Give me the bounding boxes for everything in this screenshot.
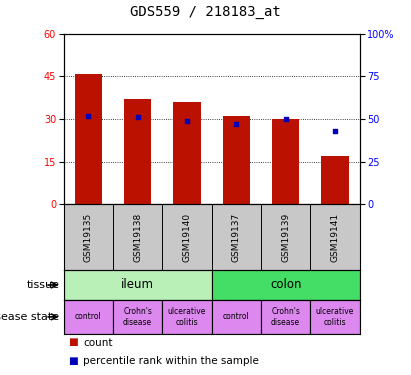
Bar: [64, 270, 212, 300]
Bar: [75, 74, 102, 204]
Point: [134, 114, 141, 120]
Text: control: control: [75, 312, 102, 321]
Text: disease state: disease state: [0, 312, 60, 322]
Text: percentile rank within the sample: percentile rank within the sample: [83, 356, 259, 366]
Bar: [113, 300, 162, 334]
Bar: [272, 119, 299, 204]
Bar: [64, 300, 113, 334]
Bar: [173, 102, 201, 204]
Bar: [321, 156, 349, 204]
Point: [184, 118, 190, 124]
Bar: [212, 270, 360, 300]
Text: GSM19135: GSM19135: [84, 213, 93, 262]
Text: ulcerative
colitis: ulcerative colitis: [316, 307, 354, 327]
Text: tissue: tissue: [27, 280, 60, 290]
Text: ulcerative
colitis: ulcerative colitis: [168, 307, 206, 327]
Text: GSM19138: GSM19138: [133, 213, 142, 262]
Text: GDS559 / 218183_at: GDS559 / 218183_at: [130, 5, 281, 19]
Bar: [223, 116, 250, 204]
Text: count: count: [83, 338, 113, 348]
Text: ■: ■: [68, 338, 78, 348]
Point: [233, 121, 240, 127]
Text: GSM19139: GSM19139: [281, 213, 290, 262]
Text: ■: ■: [68, 356, 78, 366]
Point: [282, 116, 289, 122]
Text: ileum: ileum: [121, 279, 154, 291]
Bar: [212, 300, 261, 334]
Text: Crohn's
disease: Crohn's disease: [271, 307, 300, 327]
Point: [85, 112, 92, 118]
Bar: [310, 300, 360, 334]
Text: GSM19137: GSM19137: [232, 213, 241, 262]
Text: control: control: [223, 312, 250, 321]
Text: colon: colon: [270, 279, 301, 291]
Point: [332, 128, 338, 134]
Bar: [124, 99, 151, 204]
Text: Crohn's
disease: Crohn's disease: [123, 307, 152, 327]
Text: GSM19140: GSM19140: [182, 213, 192, 262]
Bar: [261, 300, 310, 334]
Text: GSM19141: GSM19141: [330, 213, 339, 262]
Bar: [162, 300, 212, 334]
